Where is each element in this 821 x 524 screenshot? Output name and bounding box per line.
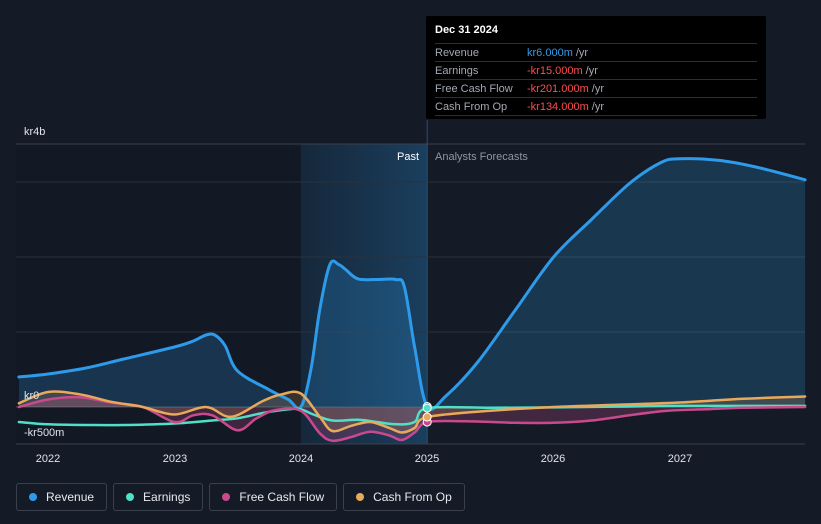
tooltip-row-earnings: Earnings -kr15.000m /yr xyxy=(435,61,757,79)
forecast-label: Analysts Forecasts xyxy=(435,151,528,163)
series-line-revenue xyxy=(17,157,807,411)
tooltip-row-label: Earnings xyxy=(435,64,479,77)
tooltip-row-label: Revenue xyxy=(435,46,480,59)
x-tick-label-2023: 2023 xyxy=(163,453,187,465)
data-point-cash-from-op xyxy=(422,412,432,422)
y-tick-label-min: -kr500m xyxy=(24,427,64,439)
tooltip-row-value: -kr15.000m xyxy=(527,64,583,77)
x-tick-label-2026: 2026 xyxy=(541,453,565,465)
tooltip-row-cash-from-op: Cash From Op -kr134.000m /yr xyxy=(435,97,757,116)
series-area-free-cash-flow xyxy=(18,397,806,441)
tooltip-date: Dec 31 2024 xyxy=(435,24,498,36)
y-tick-label-max: kr4b xyxy=(24,126,45,138)
tooltip-row-revenue: Revenue kr6.000m /yr xyxy=(435,43,757,61)
legend-item-label: Cash From Op xyxy=(373,490,452,504)
legend-item-free-cash-flow[interactable]: Free Cash Flow xyxy=(209,483,338,511)
legend-item-label: Revenue xyxy=(46,490,95,504)
series-line-cash-from-op xyxy=(17,390,807,434)
tooltip-row-value: kr6.000m xyxy=(527,46,573,59)
legend-item-revenue[interactable]: Revenue xyxy=(16,483,108,511)
legend-item-cash-from-op[interactable]: Cash From Op xyxy=(343,483,465,511)
legend-dot-icon xyxy=(29,493,37,501)
tooltip-row-value: -kr201.000m xyxy=(527,82,589,95)
series-line-free-cash-flow xyxy=(17,395,807,443)
past-label: Past xyxy=(397,151,419,163)
data-point-earnings xyxy=(422,403,432,413)
x-tick-label-2024: 2024 xyxy=(289,453,313,465)
tooltip-row-label: Free Cash Flow xyxy=(435,82,513,95)
x-tick-label-2022: 2022 xyxy=(36,453,60,465)
series-area-revenue xyxy=(18,158,806,410)
tooltip-row-unit: /yr xyxy=(585,64,598,77)
tooltip-row-free-cash-flow: Free Cash Flow -kr201.000m /yr xyxy=(435,79,757,97)
data-tooltip: Dec 31 2024 Revenue kr6.000m /yr Earning… xyxy=(426,16,766,119)
x-tick-label-2027: 2027 xyxy=(668,453,692,465)
legend-dot-icon xyxy=(222,493,231,501)
tooltip-row-label: Cash From Op xyxy=(435,100,508,113)
legend-item-label: Earnings xyxy=(143,490,191,504)
tooltip-row-unit: /yr xyxy=(575,46,589,59)
legend-item-label: Free Cash Flow xyxy=(239,490,325,504)
legend-dot-icon xyxy=(356,493,365,501)
chart-legend: Revenue Earnings Free Cash Flow Cash Fro… xyxy=(16,483,465,511)
x-tick-label-2025: 2025 xyxy=(415,453,439,465)
y-tick-label-zero: kr0 xyxy=(24,390,39,402)
legend-dot-icon xyxy=(126,493,135,501)
series-area-cash-from-op xyxy=(18,391,806,433)
tooltip-row-unit: /yr xyxy=(591,100,604,113)
legend-item-earnings[interactable]: Earnings xyxy=(113,483,204,511)
tooltip-row-unit: /yr xyxy=(591,82,604,95)
tooltip-row-value: -kr134.000m xyxy=(527,100,589,113)
